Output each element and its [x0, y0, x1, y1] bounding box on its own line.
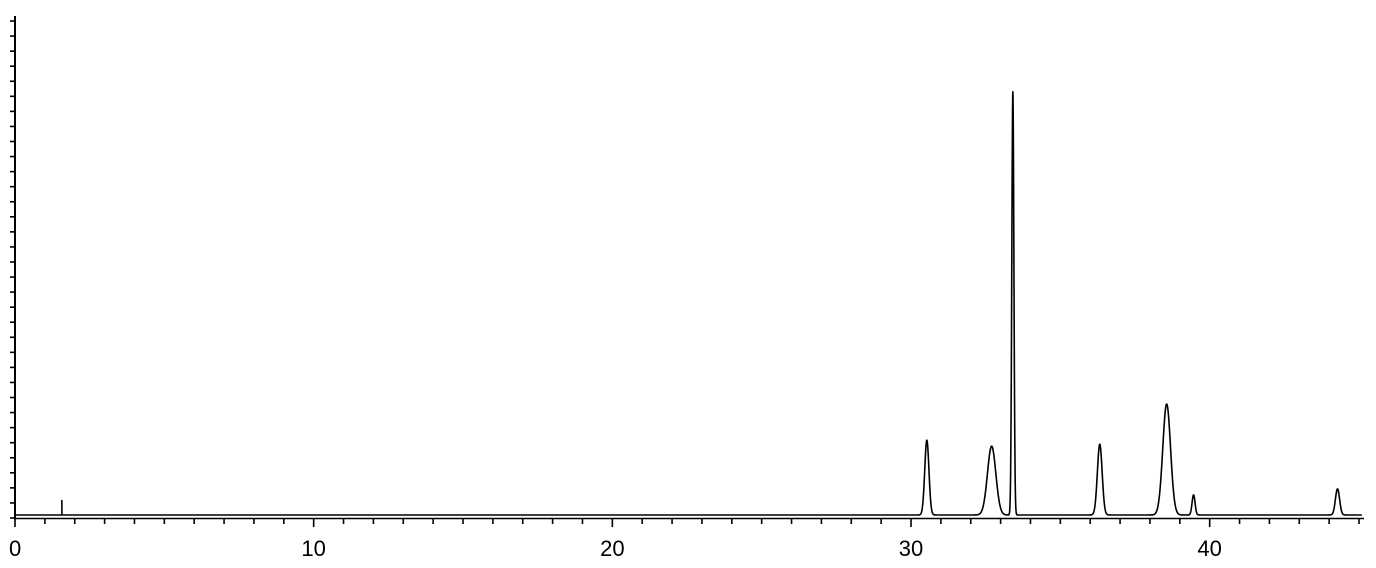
x-tick-label: 20	[600, 536, 624, 561]
signal-trace	[14, 91, 1363, 516]
x-tick-label: 0	[9, 536, 21, 561]
x-axis-ticks	[14, 518, 1360, 527]
x-tick-label: 40	[1197, 536, 1221, 561]
x-tick-label: 30	[899, 536, 923, 561]
x-tick-label: 10	[301, 536, 325, 561]
x-tick-labels: 0 10 20 30 40	[9, 536, 1222, 561]
